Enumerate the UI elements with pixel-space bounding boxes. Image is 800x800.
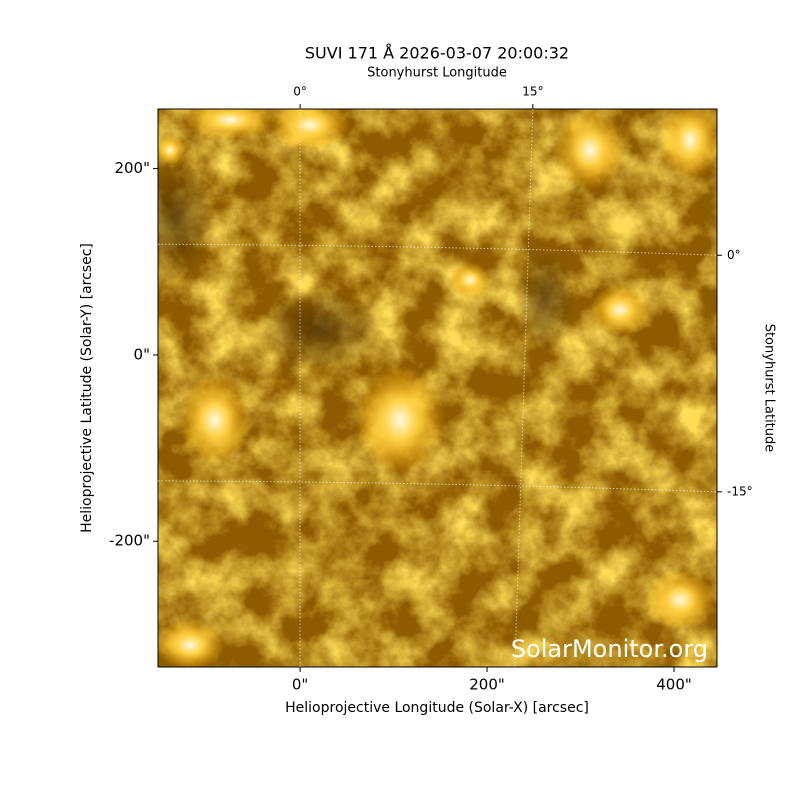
plot-frame <box>157 108 718 668</box>
y2-tick-label: -15° <box>727 484 753 498</box>
x-tick-label: 0" <box>292 676 308 694</box>
x-tick-label: 400" <box>656 676 692 694</box>
x2-tick-label: 15° <box>522 85 543 99</box>
grid-line <box>157 243 718 256</box>
grid-line <box>157 480 718 493</box>
x2-tick-label: 0° <box>293 85 307 99</box>
solar-image <box>158 109 717 667</box>
y2-axis-label: Stonyhurst Latitude <box>762 324 777 453</box>
y-tick-label: 0" <box>134 345 150 363</box>
x-tick-label: 200" <box>469 676 505 694</box>
y2-tick-label: 0° <box>727 248 741 262</box>
chart-title: SUVI 171 Å 2026-03-07 20:00:32 <box>305 44 569 63</box>
x-axis-label: Helioprojective Longitude (Solar-X) [arc… <box>285 700 589 716</box>
y-tick-label: 200" <box>114 159 150 177</box>
watermark: SolarMonitor.org <box>511 635 708 663</box>
y-tick-label: -200" <box>109 532 150 550</box>
x2-axis-label: Stonyhurst Longitude <box>367 66 507 81</box>
y-axis-label: Helioprojective Latitude (Solar-Y) [arcs… <box>79 243 95 533</box>
